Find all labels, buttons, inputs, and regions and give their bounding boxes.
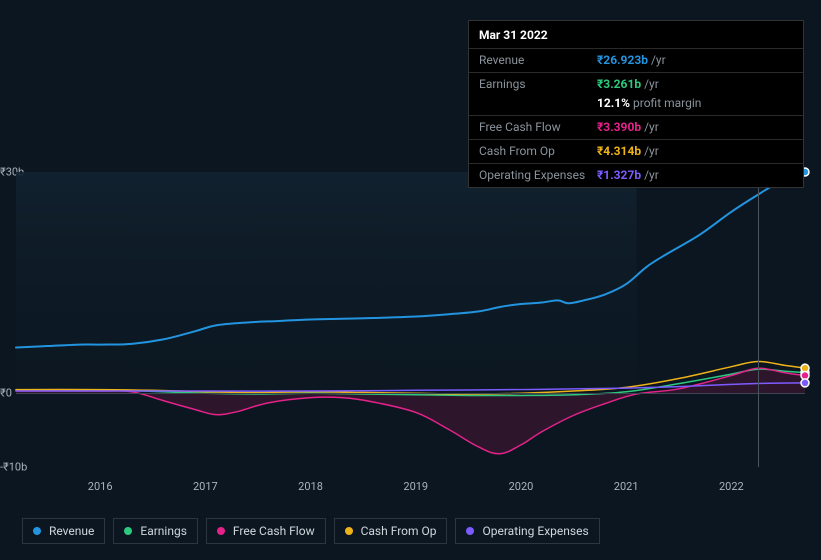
financials-chart: Mar 31 2022 Revenue₹26.923b/yrEarnings₹3… <box>0 0 821 560</box>
tooltip-unit: /yr <box>644 167 659 184</box>
x-tick: 2019 <box>403 480 428 493</box>
tooltip-unit: profit margin <box>633 95 701 112</box>
legend-label: Operating Expenses <box>482 524 588 538</box>
legend-item-revenue[interactable]: Revenue <box>22 518 105 544</box>
chart-crosshair <box>758 172 759 467</box>
tooltip-label: Cash From Op <box>479 143 597 160</box>
tooltip-row: 12.1%profit margin <box>469 95 803 115</box>
tooltip-value: ₹3.390b <box>597 119 641 136</box>
chart-plot-area[interactable] <box>16 172 805 467</box>
tooltip-value: ₹1.327b <box>597 167 641 184</box>
x-tick: 2020 <box>509 480 534 493</box>
tooltip-label: Revenue <box>479 52 597 69</box>
tooltip-unit: /yr <box>644 119 659 136</box>
legend-swatch-icon <box>345 527 353 535</box>
tooltip-row: Cash From Op₹4.314b/yr <box>469 139 803 163</box>
tooltip-unit: /yr <box>651 52 666 69</box>
chart-tooltip: Mar 31 2022 Revenue₹26.923b/yrEarnings₹3… <box>468 20 804 188</box>
tooltip-label: Free Cash Flow <box>479 119 597 136</box>
legend-swatch-icon <box>217 527 225 535</box>
x-tick: 2018 <box>298 480 323 493</box>
legend-label: Free Cash Flow <box>233 524 315 538</box>
legend-item-operating-expenses[interactable]: Operating Expenses <box>455 518 599 544</box>
x-axis: 2016 2017 2018 2019 2020 2021 2022 <box>16 480 805 496</box>
legend-label: Cash From Op <box>361 524 437 538</box>
legend-label: Earnings <box>140 524 187 538</box>
legend-swatch-icon <box>466 527 474 535</box>
tooltip-label: Operating Expenses <box>479 167 597 184</box>
tooltip-value: 12.1% <box>597 95 630 112</box>
legend-item-earnings[interactable]: Earnings <box>113 518 198 544</box>
legend-item-free-cash-flow[interactable]: Free Cash Flow <box>206 518 326 544</box>
legend-label: Revenue <box>49 524 94 538</box>
series-end-marker <box>801 379 809 387</box>
tooltip-value: ₹4.314b <box>597 143 641 160</box>
tooltip-unit: /yr <box>644 143 659 160</box>
tooltip-row: Revenue₹26.923b/yr <box>469 48 803 72</box>
tooltip-value: ₹3.261b <box>597 76 641 93</box>
tooltip-row: Operating Expenses₹1.327b/yr <box>469 163 803 187</box>
legend-swatch-icon <box>124 527 132 535</box>
zero-axis-line <box>16 393 805 394</box>
legend-item-cash-from-op[interactable]: Cash From Op <box>334 518 448 544</box>
tooltip-value: ₹26.923b <box>597 52 648 69</box>
x-tick: 2021 <box>614 480 639 493</box>
tooltip-unit: /yr <box>644 76 659 93</box>
legend-swatch-icon <box>33 527 41 535</box>
x-tick: 2016 <box>88 480 113 493</box>
tooltip-row: Earnings₹3.261b/yr <box>469 72 803 96</box>
x-tick: 2022 <box>719 480 744 493</box>
tooltip-row: Free Cash Flow₹3.390b/yr <box>469 115 803 139</box>
tooltip-label: Earnings <box>479 76 597 93</box>
chart-svg <box>16 172 805 467</box>
x-tick: 2017 <box>193 480 218 493</box>
tooltip-date: Mar 31 2022 <box>469 21 803 48</box>
chart-legend: Revenue Earnings Free Cash Flow Cash From O… <box>22 518 600 544</box>
tooltip-label <box>479 95 597 112</box>
